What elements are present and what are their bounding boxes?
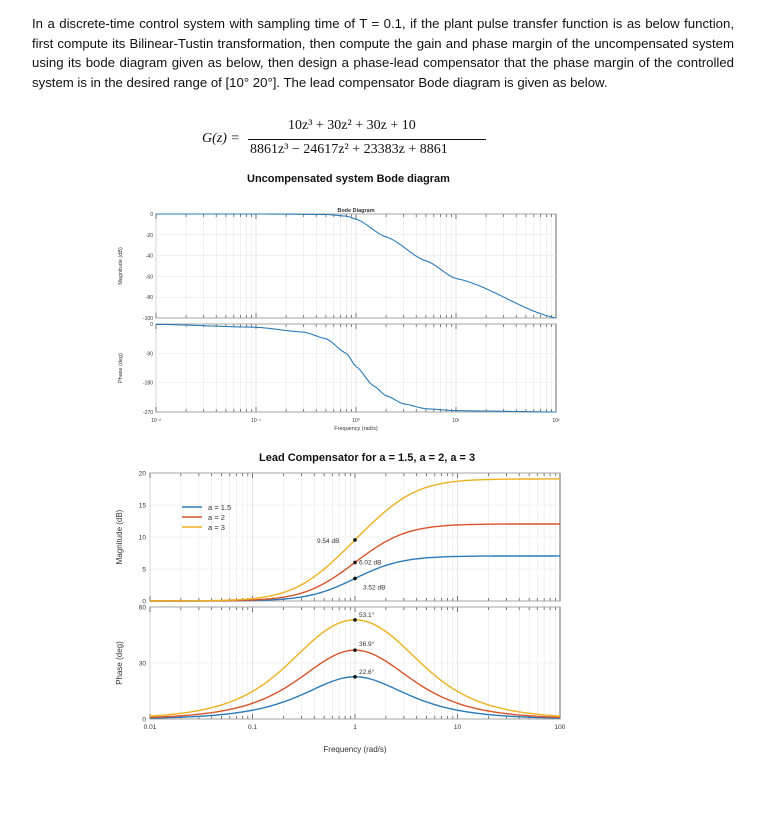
annotation-marker — [353, 538, 357, 542]
x-tick-label: 0.01 — [144, 724, 157, 731]
annotation-marker — [353, 648, 357, 652]
fraction-bar — [248, 139, 486, 140]
annotation-label: 3.52 dB — [363, 584, 385, 591]
x-tick-label: 100 — [555, 724, 566, 731]
legend-entry: a = 2 — [208, 513, 225, 522]
x-axis-label: Frequency (rad/s) — [323, 745, 386, 754]
y-tick-label: 0 — [142, 717, 146, 724]
x-tick-label: 10⁰ — [352, 418, 360, 424]
y-tick-label: 0 — [150, 322, 153, 328]
y-tick-label: 15 — [139, 503, 147, 510]
x-tick-label: 10¹ — [452, 418, 460, 424]
tf-numerator: 10z³ + 30z² + 30z + 10 — [288, 118, 416, 133]
annotation-marker — [353, 576, 357, 581]
y-tick-label: 20 — [139, 471, 147, 478]
question-text: In a discrete-time control system with s… — [32, 16, 734, 90]
y-axis-label: Phase (deg) — [118, 353, 124, 383]
x-axis-label: Frequency (rad/s) — [334, 426, 378, 432]
y-tick-label: -100 — [143, 316, 153, 322]
series-line — [156, 213, 557, 319]
figure2-caption: Lead Compensator for a = 1.5, a = 2, a =… — [259, 452, 476, 464]
y-tick-label: -40 — [146, 254, 153, 260]
annotation-label: 9.54 dB — [317, 538, 339, 545]
y-axis-label: Magnitude (dB) — [118, 247, 124, 285]
uncompensated-bode-chart: Bode Diagram 0 -20 -40 -60 -80 -100 Magnitude (… — [118, 208, 560, 432]
legend-entry: a = 3 — [208, 523, 225, 532]
y-tick-label: -20 — [146, 233, 153, 239]
annotation-label: 22.6° — [359, 668, 375, 676]
x-tick-label: 0.1 — [248, 724, 257, 731]
annotation-label: 36.9° — [359, 640, 375, 648]
y-tick-label: -270 — [143, 410, 153, 416]
y-tick-label: 60 — [139, 605, 147, 612]
x-tick-label: 10⁻¹ — [251, 418, 261, 424]
tf-denominator: 8861z³ − 24617z² + 23383z + 8861 — [250, 142, 448, 157]
y-tick-label: -180 — [143, 381, 153, 387]
y-tick-label: 10 — [139, 535, 147, 542]
annotation-marker — [353, 675, 357, 679]
y-tick-label: 0 — [150, 212, 153, 218]
tf-lhs: G(z) = — [202, 131, 240, 146]
y-tick-label: -60 — [146, 274, 153, 280]
annotation-marker — [353, 560, 357, 565]
y-axis-label: Phase (deg) — [115, 641, 124, 685]
x-tick-label: 1 — [353, 724, 357, 731]
y-axis-label: Magnitude (dB) — [115, 509, 124, 564]
x-tick-label: 10⁻² — [151, 418, 161, 424]
chart1-title: Bode Diagram — [337, 208, 374, 214]
annotation-marker — [353, 618, 357, 622]
annotation-label: 6.02 dB — [359, 559, 381, 566]
y-tick-label: 30 — [139, 661, 147, 668]
y-tick-label: -90 — [146, 351, 153, 357]
legend-entry: a = 1.5 — [208, 503, 231, 512]
annotation-label: 53.1° — [359, 611, 375, 619]
x-tick-label: 10² — [552, 418, 560, 424]
figure1-caption: Uncompensated system Bode diagram — [247, 173, 450, 185]
y-tick-label: -80 — [146, 295, 153, 301]
y-tick-label: 5 — [142, 567, 146, 574]
y-tick-label: 0 — [142, 599, 146, 606]
series-line — [155, 323, 556, 413]
transfer-function: G(z) = 10z³ + 30z² + 30z + 10 8861z³ − 2… — [202, 118, 502, 162]
x-tick-label: 10 — [454, 724, 462, 731]
